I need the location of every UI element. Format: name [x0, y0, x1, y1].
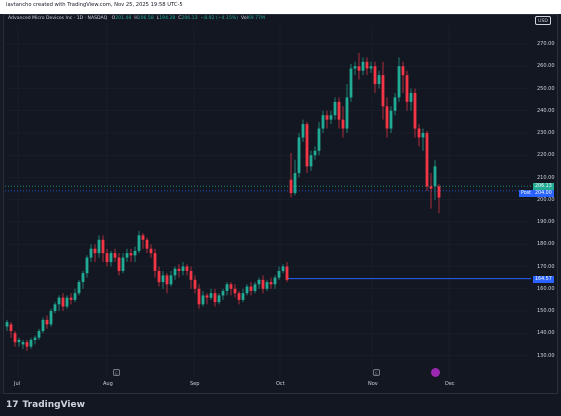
post-price-tag: 204.00 — [533, 190, 554, 197]
price-tick-label: 270.00 — [537, 41, 555, 47]
price-tick-label: 170.00 — [537, 263, 555, 270]
chart-frame[interactable] — [3, 14, 558, 394]
close-value: 206.13 — [181, 16, 198, 21]
time-tick-label: Sep — [190, 381, 200, 387]
high-value: 206.58 — [137, 16, 154, 21]
footer — [0, 394, 561, 416]
open-value: 201.48 — [115, 16, 132, 21]
tradingview-logo[interactable]: 𝟭𝟳 TradingView — [6, 400, 85, 410]
price-tick-label: 200.00 — [537, 196, 555, 203]
earnings-marker[interactable]: E — [373, 369, 380, 376]
post-label-tag: Post — [519, 190, 534, 197]
price-tick-label: 220.00 — [537, 152, 555, 159]
price-tick-label: 230.00 — [537, 130, 555, 136]
price-tick-label: 190.00 — [537, 219, 555, 225]
tv-logo-icon: 𝟭𝟳 — [6, 400, 19, 410]
caption-text: lavtancho created with TradingView.com, … — [6, 2, 183, 8]
price-tick-label: 260.00 — [537, 63, 555, 70]
volume-value: 69.77M — [247, 16, 265, 21]
time-tick-label: Oct — [276, 381, 285, 387]
currency-button[interactable]: USD — [535, 16, 551, 25]
price-tick-label: 250.00 — [537, 85, 555, 92]
price-tick-label: 240.00 — [537, 107, 555, 114]
legend: Advanced Micro Devices Inc · 1D · NASDAQ… — [8, 16, 265, 21]
price-tick-label: 210.00 — [537, 174, 555, 181]
symbol-name: Advanced Micro Devices Inc · 1D · NASDAQ — [8, 16, 108, 21]
price-tick-label: 150.00 — [537, 308, 555, 314]
caption-bar: lavtancho created with TradingView.com, … — [0, 0, 561, 14]
price-tick-label: 180.00 — [537, 241, 555, 248]
time-tick-label: Nov — [368, 381, 378, 387]
change-value: −8.92 (−4.15%) — [200, 16, 239, 21]
time-tick-label: Jul — [14, 381, 21, 387]
low-value: 194.28 — [159, 16, 176, 21]
price-tick-label: 160.00 — [537, 285, 555, 292]
line-price-tag: 164.57 — [533, 276, 554, 283]
time-tick-label: Aug — [103, 381, 113, 387]
dividend-marker-icon[interactable] — [431, 368, 440, 377]
last-price-tag: 206.13 — [533, 183, 554, 190]
price-tick-label: 130.00 — [537, 352, 555, 359]
time-tick-label: Dec — [445, 381, 455, 387]
earnings-marker[interactable]: E — [113, 369, 120, 376]
price-tick-label: 140.00 — [537, 330, 555, 337]
